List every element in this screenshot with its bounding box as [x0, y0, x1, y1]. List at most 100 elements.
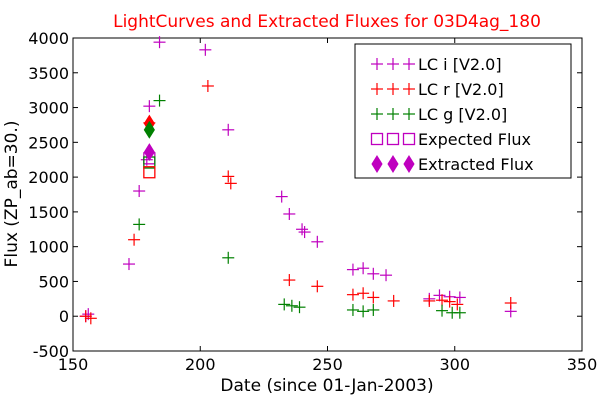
series-0	[79, 36, 517, 323]
legend-label: LC g [V2.0]	[418, 105, 507, 124]
data-point	[222, 170, 235, 183]
legend-entry: LC i [V2.0]	[371, 55, 502, 74]
extracted-flux-point	[143, 143, 155, 162]
data-point	[380, 269, 393, 282]
data-point	[283, 207, 296, 220]
legend-label: LC r [V2.0]	[418, 80, 504, 99]
x-axis-label: Date (since 01-Jan-2003)	[220, 376, 433, 396]
legend-marker	[371, 155, 383, 173]
legend-marker	[402, 132, 416, 146]
y-tick-label: 4000	[28, 29, 69, 48]
data-point	[222, 123, 235, 136]
legend-marker	[387, 83, 399, 95]
data-point	[153, 36, 166, 49]
data-point	[293, 301, 306, 314]
data-point	[367, 291, 380, 304]
y-tick-label: 1500	[28, 203, 69, 222]
series-2	[133, 94, 466, 319]
data-point	[453, 291, 466, 304]
x-tick-label: 350	[567, 355, 598, 374]
legend-marker	[403, 58, 415, 70]
legend-entry: LC g [V2.0]	[371, 105, 507, 124]
legend-marker	[370, 132, 384, 146]
data-point	[451, 298, 464, 311]
legend-box	[354, 43, 572, 179]
legend: LC i [V2.0] LC r [V2.0] LC g [V2.0] Expecte…	[354, 43, 572, 179]
x-tick-label: 150	[58, 355, 89, 374]
data-point	[296, 223, 309, 236]
expected-flux-point	[143, 166, 156, 179]
legend-marker	[387, 108, 399, 120]
chart-title: LightCurves and Extracted Fluxes for 03D…	[113, 12, 541, 32]
legend-marker	[371, 83, 383, 95]
legend-marker	[386, 132, 400, 146]
y-axis-label: Flux (ZP_ab=30.)	[2, 121, 22, 268]
x-tick-label: 250	[312, 355, 343, 374]
data-point	[423, 294, 436, 307]
data-point	[311, 280, 324, 293]
data-point	[122, 258, 135, 271]
data-point	[143, 100, 156, 113]
data-point	[436, 304, 449, 317]
data-point	[311, 235, 324, 248]
legend-marker	[403, 108, 415, 120]
data-point	[387, 294, 400, 307]
data-point	[346, 303, 359, 316]
data-point	[283, 274, 296, 287]
legend-marker	[371, 108, 383, 120]
extracted-flux-point	[143, 120, 155, 139]
y-tick-label: 3500	[28, 64, 69, 83]
data-point	[504, 297, 517, 310]
data-point	[133, 185, 146, 198]
axis-ticks: 150 200 250 300 350 -500 0 500 1000 1500 2000 2500 3…	[28, 29, 597, 374]
data-point	[367, 267, 380, 280]
legend-marker	[403, 155, 415, 173]
data-point	[298, 226, 311, 239]
data-point	[357, 262, 370, 275]
data-point	[79, 310, 92, 323]
legend-entry: LC r [V2.0]	[371, 80, 504, 99]
x-tick-label: 300	[439, 355, 470, 374]
data-point	[357, 287, 370, 300]
series-4	[143, 114, 155, 162]
legend-label: Expected Flux	[418, 130, 531, 149]
data-point	[84, 312, 97, 325]
y-tick-label: 0	[59, 307, 69, 326]
data-point	[346, 288, 359, 301]
data-point	[367, 303, 380, 316]
legend-marker	[403, 83, 415, 95]
legend-marker	[387, 58, 399, 70]
data-point	[133, 218, 146, 231]
data-point	[199, 43, 212, 56]
y-tick-label: 1000	[28, 238, 69, 257]
x-tick-label: 200	[185, 355, 216, 374]
data-point	[201, 79, 214, 92]
data-point	[285, 299, 298, 312]
y-tick-label: -500	[33, 342, 69, 361]
legend-marker	[371, 58, 383, 70]
data-point	[224, 177, 237, 190]
data-point	[153, 94, 166, 107]
legend-label: Extracted Flux	[418, 155, 534, 174]
y-tick-label: 500	[38, 272, 69, 291]
data-point	[128, 233, 141, 246]
legend-entry: Expected Flux	[370, 130, 531, 149]
data-point	[275, 190, 288, 203]
data-point	[357, 305, 370, 318]
data-point	[278, 298, 291, 311]
data-point	[443, 295, 456, 308]
legend-entry: Extracted Flux	[371, 155, 534, 174]
data-point	[433, 289, 446, 302]
data-point	[436, 294, 449, 307]
series-1	[79, 79, 517, 325]
y-tick-label: 3000	[28, 99, 69, 118]
y-tick-label: 2000	[28, 168, 69, 187]
legend-marker	[387, 155, 399, 173]
data-point	[346, 263, 359, 276]
y-tick-label: 2500	[28, 133, 69, 152]
data-point	[453, 306, 466, 319]
data-point	[222, 251, 235, 264]
legend-label: LC i [V2.0]	[418, 55, 502, 74]
data-marks	[79, 36, 517, 325]
